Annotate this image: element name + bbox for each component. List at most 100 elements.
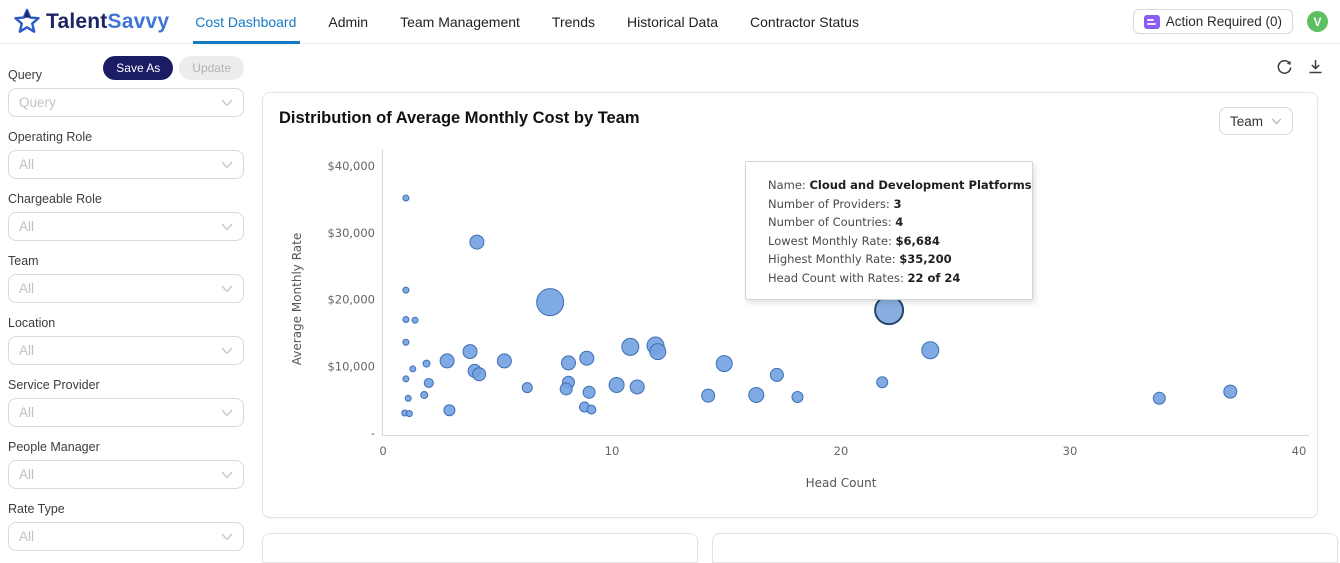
- data-bubble[interactable]: [608, 376, 625, 393]
- people-manager-select[interactable]: All: [8, 460, 244, 489]
- service-provider-select[interactable]: All: [8, 398, 244, 427]
- action-required-button[interactable]: Action Required (0): [1132, 9, 1293, 34]
- rate-type-value: All: [19, 529, 35, 544]
- data-bubble[interactable]: [496, 353, 512, 369]
- refresh-button[interactable]: [1275, 58, 1293, 76]
- download-icon: [1309, 60, 1321, 74]
- data-bubble[interactable]: [1152, 391, 1166, 405]
- data-bubble[interactable]: [921, 341, 940, 360]
- x-tick-label: 0: [379, 444, 386, 458]
- data-bubble[interactable]: [769, 367, 784, 382]
- tooltip-row-name: Name: Cloud and Development Platforms: [768, 178, 1032, 192]
- data-bubble[interactable]: [462, 344, 478, 360]
- data-bubble[interactable]: [402, 194, 410, 202]
- x-tick-label: 10: [605, 444, 620, 458]
- query-select-value: Query: [19, 95, 56, 110]
- data-bubble[interactable]: [423, 377, 434, 388]
- chargeable-role-value: All: [19, 219, 35, 234]
- data-bubble[interactable]: [649, 343, 667, 361]
- team-filter-select[interactable]: All: [8, 274, 244, 303]
- chevron-down-icon: [221, 285, 233, 293]
- filter-label-chargeable-role: Chargeable Role: [8, 192, 102, 206]
- data-bubble[interactable]: [402, 338, 410, 346]
- app-title: TalentSavvy: [46, 9, 170, 33]
- bottom-right-card: [712, 533, 1338, 563]
- tooltip-row-countries: Number of Countries: 4: [768, 215, 904, 229]
- bottom-left-card: [262, 533, 698, 563]
- data-bubble[interactable]: [402, 375, 410, 383]
- main-nav: Cost Dashboard Admin Team Management Tre…: [193, 0, 889, 44]
- data-bubble[interactable]: [579, 350, 595, 366]
- tab-cost-dashboard[interactable]: Cost Dashboard: [193, 0, 322, 44]
- rate-type-select[interactable]: All: [8, 522, 244, 551]
- operating-role-select[interactable]: All: [8, 150, 244, 179]
- location-select[interactable]: All: [8, 336, 244, 365]
- data-bubble[interactable]: [404, 394, 412, 402]
- data-bubble[interactable]: [443, 404, 456, 417]
- data-bubble[interactable]: [439, 353, 455, 369]
- chart-card: Distribution of Average Monthly Cost by …: [262, 92, 1318, 518]
- data-bubble[interactable]: [621, 337, 640, 356]
- scatter-chart: - $10,000 $20,000 $30,000 $40,000 0 10 20 30 40 Av…: [290, 149, 1309, 490]
- chart-tooltip: Name: Cloud and Development Platforms Nu…: [745, 161, 1033, 300]
- update-button[interactable]: Update: [179, 56, 244, 80]
- data-bubble[interactable]: [521, 382, 533, 394]
- group-by-select[interactable]: Team: [1218, 107, 1293, 135]
- service-provider-value: All: [19, 405, 35, 420]
- chevron-down-icon: [221, 223, 233, 231]
- data-bubble[interactable]: [422, 359, 431, 368]
- data-bubble[interactable]: [748, 386, 765, 403]
- tab-trends[interactable]: Trends: [551, 13, 595, 30]
- data-bubble[interactable]: [472, 367, 487, 382]
- team-filter-value: All: [19, 281, 35, 296]
- tab-team-management[interactable]: Team Management: [400, 13, 520, 30]
- tab-contractor-status[interactable]: Contractor Status: [750, 13, 859, 30]
- data-bubble[interactable]: [1223, 384, 1238, 399]
- y-tick-label: $40,000: [327, 159, 375, 173]
- data-bubble[interactable]: [715, 355, 733, 373]
- x-tick-label: 20: [834, 444, 849, 458]
- query-select[interactable]: Query: [8, 88, 244, 117]
- chevron-down-icon: [221, 347, 233, 355]
- action-required-icon: [1143, 14, 1160, 29]
- data-bubble[interactable]: [420, 390, 429, 399]
- x-tick-label: 30: [1063, 444, 1078, 458]
- filter-label-location: Location: [8, 316, 56, 330]
- data-bubble[interactable]: [586, 404, 597, 415]
- download-button[interactable]: [1306, 58, 1324, 76]
- x-tick-label: 40: [1292, 444, 1307, 458]
- data-bubble[interactable]: [701, 388, 716, 403]
- save-as-button[interactable]: Save As: [103, 56, 174, 80]
- highlighted-data-bubble[interactable]: [874, 295, 905, 326]
- query-label: Query: [8, 68, 43, 82]
- data-bubble[interactable]: [405, 410, 413, 418]
- user-avatar[interactable]: V: [1307, 11, 1328, 32]
- data-bubble[interactable]: [411, 316, 419, 324]
- y-tick-label: $10,000: [327, 359, 375, 373]
- app-logo[interactable]: TalentSavvy: [0, 7, 183, 37]
- data-bubble[interactable]: [469, 234, 485, 250]
- y-tick-label: $20,000: [327, 293, 375, 307]
- y-axis-title: Average Monthly Rate: [290, 233, 304, 365]
- tab-admin[interactable]: Admin: [328, 13, 369, 30]
- data-bubble[interactable]: [409, 365, 417, 373]
- filter-label-operating-role: Operating Role: [8, 130, 93, 144]
- action-required-label: Action Required (0): [1165, 14, 1282, 29]
- x-axis-title: Head Count: [806, 476, 877, 490]
- filter-sidebar: Query Save As Update Query Operating Rol…: [8, 52, 244, 551]
- y-tick-label: $30,000: [327, 226, 375, 240]
- data-bubble[interactable]: [629, 379, 645, 395]
- data-bubble[interactable]: [791, 390, 804, 403]
- data-bubble[interactable]: [402, 316, 410, 324]
- data-bubble[interactable]: [582, 385, 596, 399]
- data-bubble[interactable]: [559, 382, 573, 396]
- tab-historical-data[interactable]: Historical Data: [626, 13, 719, 30]
- chart-toolbar: [1275, 58, 1324, 76]
- data-bubble[interactable]: [876, 376, 889, 389]
- data-bubble[interactable]: [536, 288, 565, 317]
- data-bubble[interactable]: [402, 286, 410, 294]
- chargeable-role-select[interactable]: All: [8, 212, 244, 241]
- data-bubble[interactable]: [560, 355, 576, 371]
- chevron-down-icon: [221, 533, 233, 541]
- filter-label-service-provider: Service Provider: [8, 378, 100, 392]
